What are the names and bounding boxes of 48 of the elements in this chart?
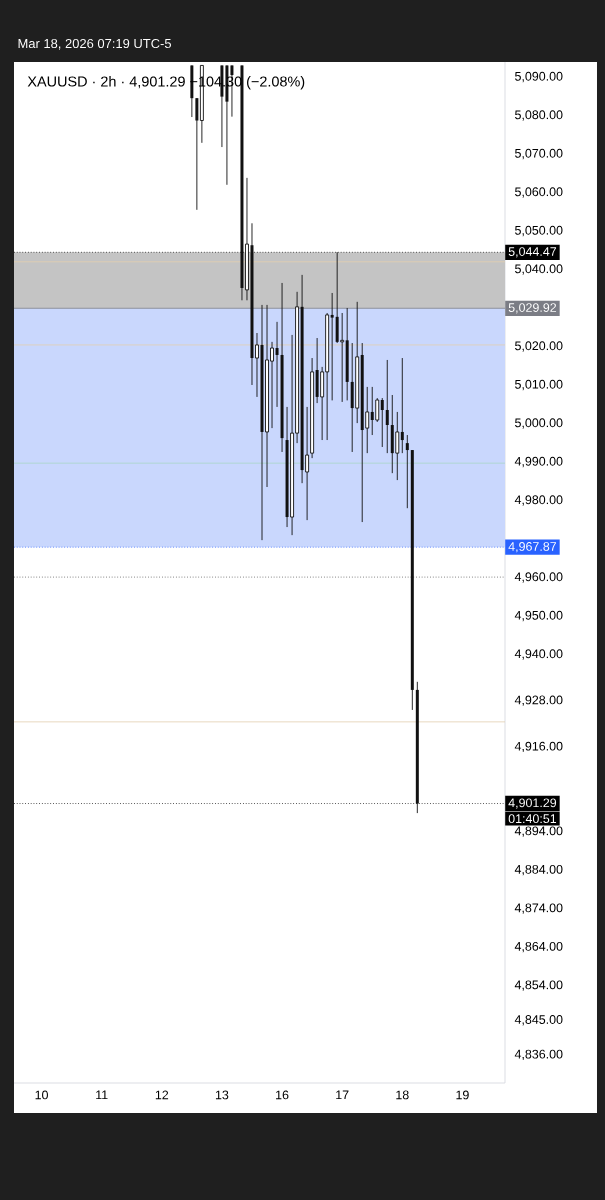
y-tick-label: 4,980.00 <box>514 495 563 506</box>
candlestick <box>380 397 384 448</box>
y-tick-label: 5,070.00 <box>515 148 563 160</box>
ref-line-label: 5,029.92 <box>508 303 557 314</box>
y-tick-label: 5,020.00 <box>515 341 563 352</box>
candlestick <box>330 292 334 401</box>
candlestick <box>395 411 400 481</box>
candlestick <box>275 321 279 408</box>
ref-line-label: 4,901.29 <box>508 798 557 809</box>
ref-line-label: 4,967.87 <box>508 542 557 553</box>
y-tick-label: 4,990.00 <box>514 456 563 468</box>
x-tick-label: 16 <box>276 1090 289 1100</box>
y-tick-label: 5,010.00 <box>515 379 563 391</box>
y-tick-label: 4,928.00 <box>514 695 563 706</box>
y-tick-label: 4,845.00 <box>514 1015 563 1026</box>
y-tick-label: 4,950.00 <box>514 610 563 622</box>
x-tick-label: 18 <box>396 1090 409 1100</box>
candlestick <box>405 434 409 509</box>
x-tick-label: 13 <box>215 1090 229 1100</box>
candlestick <box>195 97 199 211</box>
y-tick-label: 5,060.00 <box>515 187 563 198</box>
y-tick-label: 5,080.00 <box>515 110 563 121</box>
y-tick-label: 4,836.00 <box>514 1049 563 1061</box>
text: Mar 18, 2026 07:19 UTC-5 <box>18 38 171 50</box>
x-tick-label: 12 <box>155 1090 169 1100</box>
candlestick <box>385 359 389 454</box>
y-tick-label: 4,894.00 <box>514 826 563 837</box>
y-tick-label: 4,864.00 <box>514 941 563 953</box>
text: 01:40:51 <box>508 814 557 824</box>
y-tick-label: 5,000.00 <box>515 418 563 429</box>
candlestick <box>375 397 380 423</box>
candlestick <box>255 332 259 398</box>
y-tick-label: 5,090.00 <box>515 71 563 83</box>
y-tick-label: 4,854.00 <box>514 980 563 991</box>
candlestick <box>400 357 404 454</box>
x-tick-label: 10 <box>35 1090 48 1100</box>
y-tick-label: 4,874.00 <box>514 903 563 914</box>
y-tick-label: 4,916.00 <box>514 741 563 753</box>
x-tick-label: 19 <box>456 1090 469 1100</box>
x-tick-label: 11 <box>96 1090 108 1100</box>
ref-line-label: 5,044.47 <box>508 247 557 258</box>
y-tick-label: 4,960.00 <box>514 572 563 583</box>
x-tick-label: 17 <box>336 1090 349 1100</box>
candlestick <box>340 312 345 403</box>
y-tick-label: 5,040.00 <box>515 264 563 275</box>
y-tick-label: 4,884.00 <box>514 864 563 876</box>
y-tick-label: 4,940.00 <box>514 649 563 660</box>
y-tick-label: 5,050.00 <box>515 225 563 237</box>
